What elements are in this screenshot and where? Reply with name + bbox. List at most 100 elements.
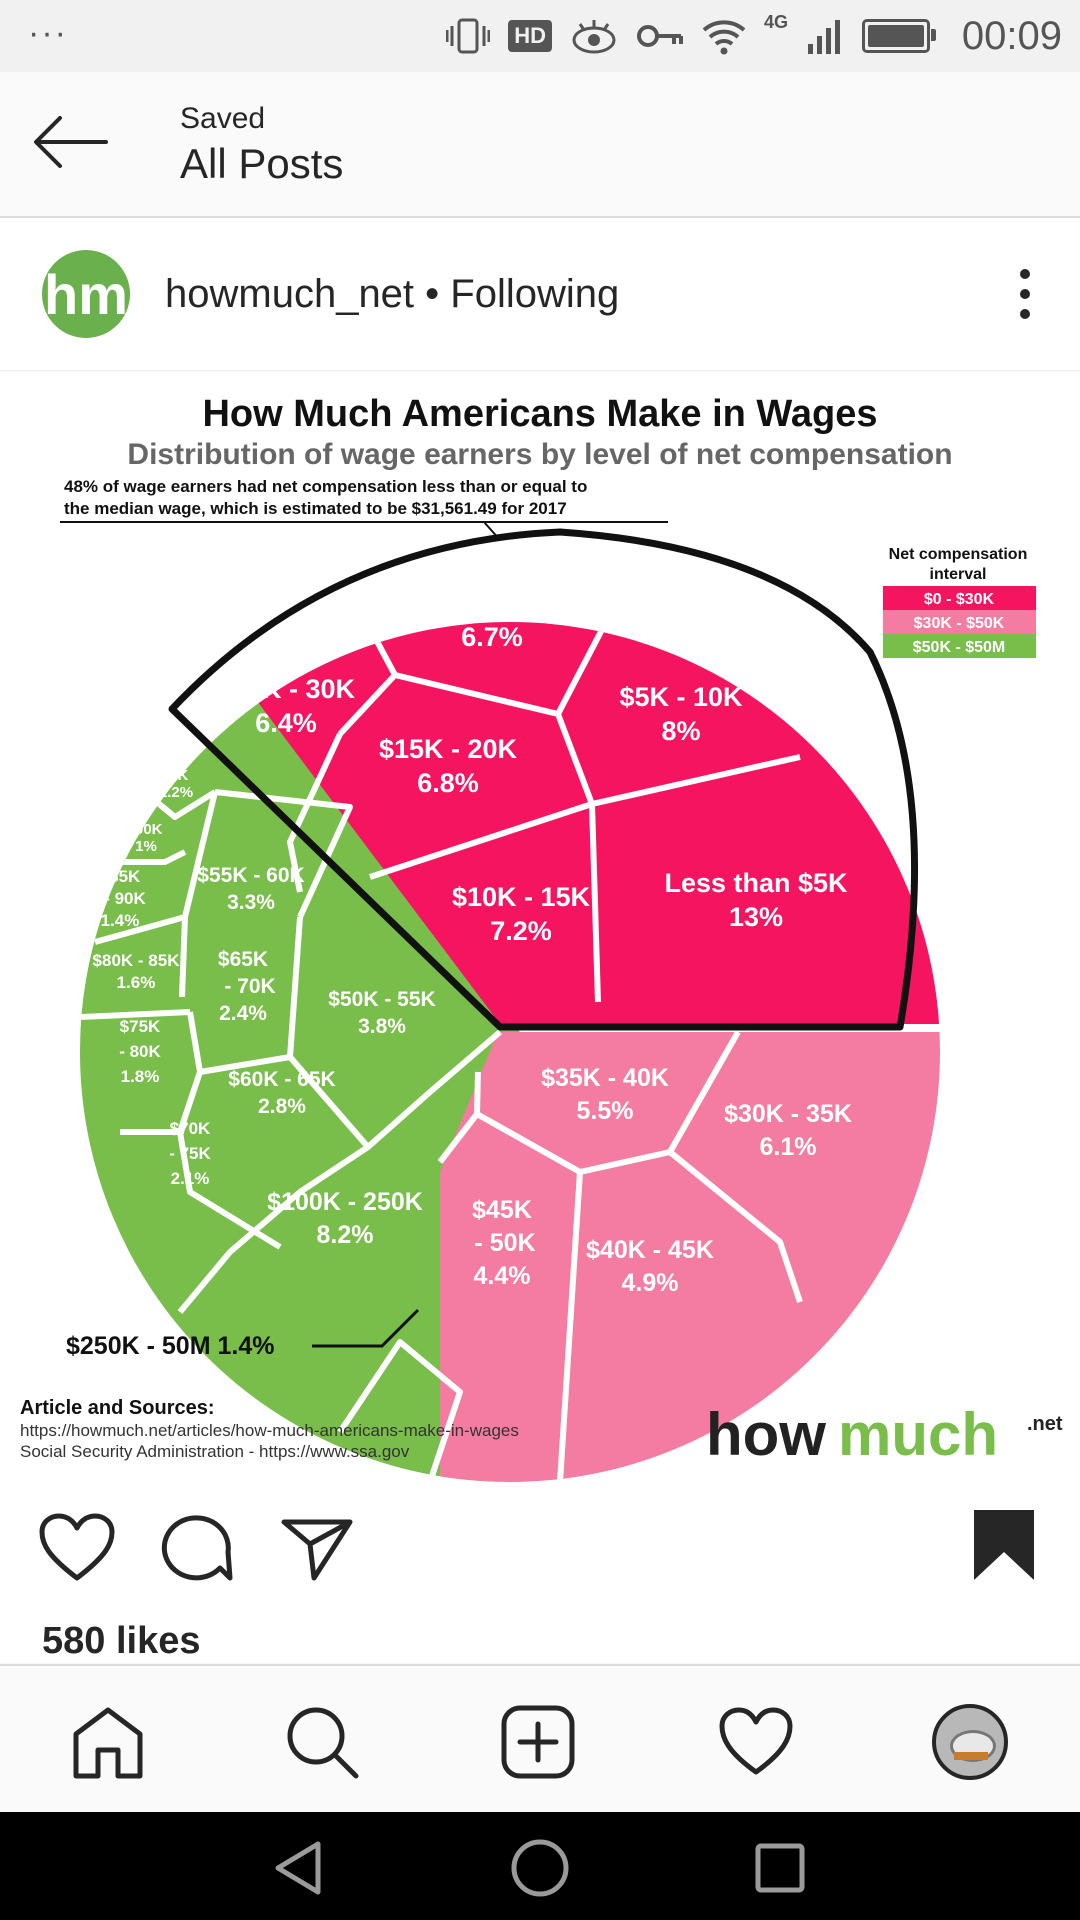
logo-much: much [838,1401,998,1468]
cell-label: $30K - 35K [724,1100,852,1128]
cell-label: 2.4% [219,1002,267,1025]
search-icon[interactable] [284,1704,360,1780]
key-icon [636,25,683,47]
sources-title: Article and Sources: [20,1397,215,1419]
status-bar: ··· HD 4G 00:09 [0,0,1080,72]
cell-label: $85K [100,867,141,886]
cell-label: 1.6% [117,973,156,992]
cell-label: $25K - 30K [217,674,356,704]
infographic-subtitle: Distribution of wage earners by level of… [127,438,952,471]
infographic-title: How Much Americans Make in Wages [202,393,877,435]
cell-label: - 100K [117,821,162,838]
cell-label: - 75K [169,1144,211,1163]
network-type: 4G [763,11,788,32]
legend-item: $30K - $50K [914,615,1005,632]
bookmark-saved-icon[interactable] [972,1508,1036,1582]
cell-label: 1.8% [121,1067,160,1086]
cell-label: 7.2% [490,916,552,946]
hd-icon: HD [508,20,552,52]
source-link-2: Social Security Administration - https:/… [20,1442,410,1461]
system-nav-bar [0,1812,1080,1920]
source-link-1: https://howmuch.net/articles/how-much-am… [20,1421,519,1440]
cell-label: 13% [729,902,783,932]
cell-label: $50K - 55K [328,988,435,1011]
median-note-line2: the median wage, which is estimated to b… [64,499,567,518]
cell-label: $10K - 15K [452,882,591,912]
cell-label: 4.4% [474,1262,531,1290]
like-heart-icon[interactable] [38,1512,116,1584]
header-subtitle: Saved [180,102,266,135]
logo-net: .net [1027,1413,1063,1435]
cell-label: - 90K [104,889,146,908]
bottom-nav [0,1664,1080,1814]
legend: Net compensation interval $0 - $30K $30K… [883,546,1036,658]
cell-label: $15K - 20K [379,734,518,764]
cell-label: 3.8% [358,1015,406,1038]
cell-label: 8% [661,716,700,746]
cell-label: $100K - 250K [267,1188,423,1216]
cell-label: 2.1% [171,1169,210,1188]
cell-label: 1% [135,838,157,855]
cell-label: Less than $5K [664,868,848,898]
cell-label: - 50K [474,1229,535,1257]
cell-label: $5K - 10K [619,682,743,712]
share-send-icon[interactable] [280,1516,354,1582]
clock: 00:09 [961,14,1062,58]
callout-label: $250K - 50M 1.4% [66,1332,274,1360]
cell-labels: $20K - 25K 6.7% $25K - 30K 6.4% $5K - 10… [93,588,852,1297]
logo-how: how [706,1401,826,1468]
cell-label: $75K [120,1017,161,1036]
cell-label: 6.1% [760,1133,817,1161]
system-recents-icon[interactable] [754,1842,806,1894]
cell-label: - 80K [119,1042,161,1061]
back-arrow-icon[interactable] [30,112,110,172]
system-home-icon[interactable] [510,1838,570,1898]
likes-count[interactable]: 580 likes [42,1620,201,1662]
cell-label: $35K - 40K [541,1064,669,1092]
cell-label: 8.2% [317,1221,374,1249]
legend-item: $0 - $30K [924,591,995,608]
cell-label: 1.2% [159,784,193,801]
cell-label: 2.8% [258,1095,306,1118]
cell-label: $40K - 45K [586,1236,714,1264]
top-bar: Saved All Posts [0,72,1080,218]
cell-label: 6.4% [255,708,317,738]
cell-label: 3.3% [227,891,275,914]
cell-label: - 70K [224,975,275,998]
post-author-handle[interactable]: howmuch_net • Following [165,272,620,316]
vibrate-icon [446,18,491,54]
cell-label: $45K [472,1196,532,1224]
infographic: How Much Americans Make in Wages Distrib… [0,372,1080,1482]
cell-label: $70K [170,1119,211,1138]
comment-icon[interactable] [160,1512,234,1584]
home-icon[interactable] [70,1704,146,1780]
cell-label: 4.9% [622,1269,679,1297]
cell-label: $80K - 85K [93,951,181,970]
profile-avatar[interactable] [932,1704,1008,1780]
median-note-line1: 48% of wage earners had net compensation… [64,477,587,496]
cell-label: $20K - 25K [423,588,562,618]
howmuch-logo: how much .net [706,1401,1063,1468]
activity-heart-icon[interactable] [718,1704,794,1780]
overflow-indicator: ··· [28,14,68,52]
legend-title-line1: Net compensation [889,546,1028,563]
new-post-icon[interactable] [500,1704,576,1780]
cell-label: $90K [145,750,181,767]
post-actions: 580 likes [0,1482,1080,1662]
eye-icon [572,20,616,54]
more-options-icon[interactable] [1010,266,1040,322]
cell-label: $55K - 60K [197,864,304,887]
legend-title-line2: interval [930,566,987,583]
cell-label: - 95K [152,767,189,784]
wifi-icon [702,20,746,55]
post-image[interactable]: How Much Americans Make in Wages Distrib… [0,372,1080,1482]
avatar[interactable]: hm [42,250,130,338]
cell-label: $60K - 65K [228,1068,335,1091]
legend-item: $50K - $50M [913,639,1006,656]
system-back-icon[interactable] [272,1840,324,1896]
post-header: hm howmuch_net • Following [0,218,1080,371]
cell-label: $65K [218,948,268,971]
cell-label: 1.4% [101,911,140,930]
status-icons: HD 4G [446,11,936,58]
battery-icon [862,19,936,53]
